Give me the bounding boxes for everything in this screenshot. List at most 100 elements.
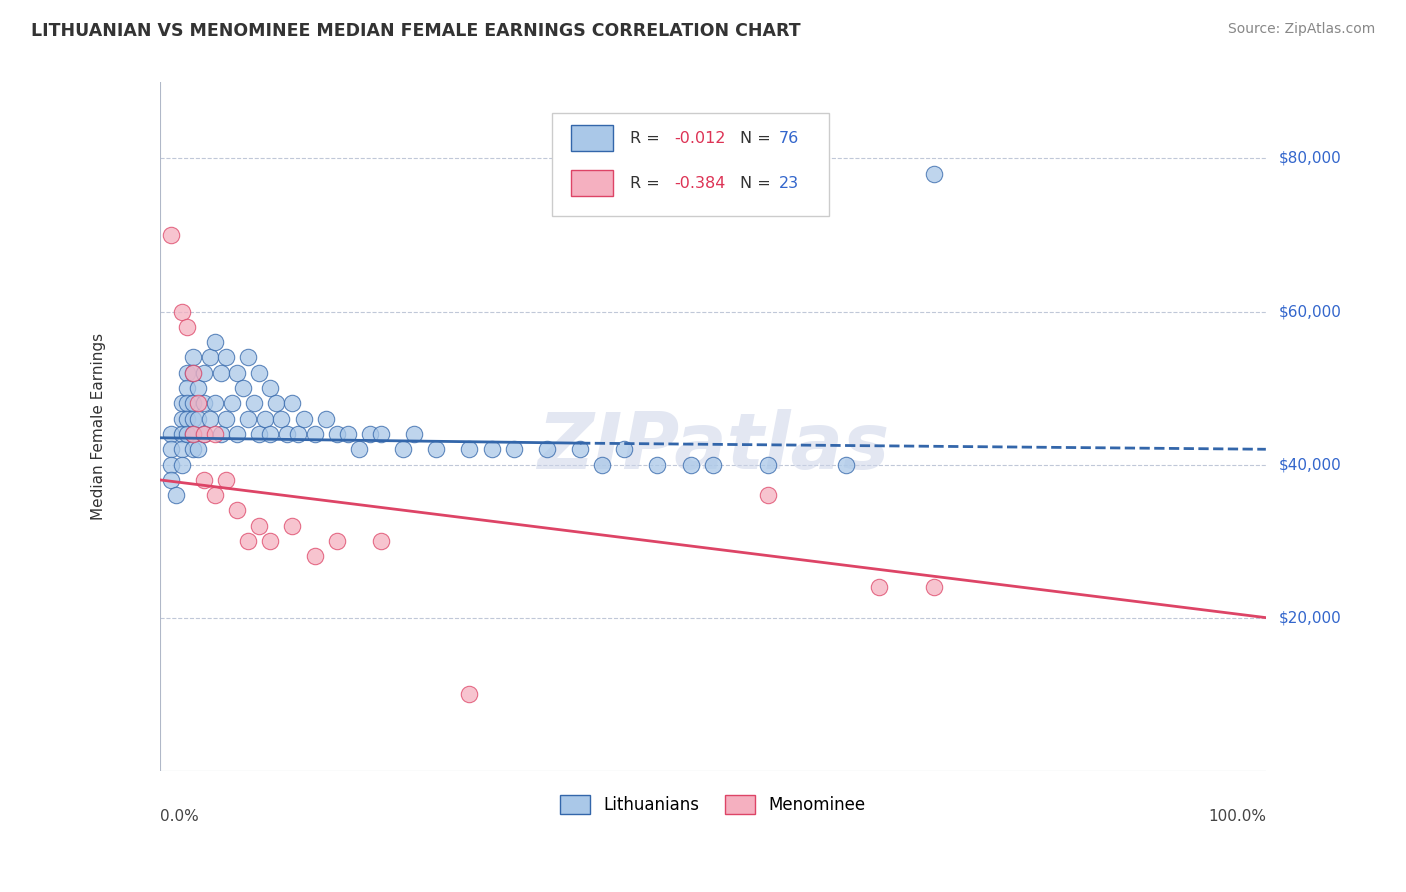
Point — [458, 687, 481, 701]
Point — [281, 396, 304, 410]
Text: $80,000: $80,000 — [1279, 151, 1341, 166]
Text: R =: R = — [630, 131, 665, 146]
Point — [170, 396, 193, 410]
Point — [270, 411, 292, 425]
Text: -0.384: -0.384 — [673, 176, 725, 191]
Point — [647, 458, 669, 472]
Point — [193, 473, 215, 487]
Text: LITHUANIAN VS MENOMINEE MEDIAN FEMALE EARNINGS CORRELATION CHART: LITHUANIAN VS MENOMINEE MEDIAN FEMALE EA… — [31, 22, 800, 40]
Point — [159, 442, 181, 457]
Point — [181, 396, 204, 410]
Point — [253, 411, 276, 425]
Point — [176, 411, 198, 425]
Point — [458, 442, 481, 457]
Point — [187, 442, 209, 457]
Point — [176, 366, 198, 380]
Point — [176, 381, 198, 395]
Point — [159, 473, 181, 487]
Point — [176, 396, 198, 410]
Point — [536, 442, 558, 457]
Point — [315, 411, 337, 425]
Point — [292, 411, 315, 425]
Text: 76: 76 — [779, 131, 800, 146]
Point — [181, 426, 204, 441]
Point — [193, 366, 215, 380]
Text: 100.0%: 100.0% — [1208, 808, 1265, 823]
Point — [204, 396, 226, 410]
Text: 0.0%: 0.0% — [160, 808, 198, 823]
Point — [176, 426, 198, 441]
Point — [679, 458, 702, 472]
Point — [287, 426, 309, 441]
Point — [215, 351, 238, 365]
Text: R =: R = — [630, 176, 665, 191]
Point — [181, 442, 204, 457]
Point — [834, 458, 856, 472]
Point — [159, 458, 181, 472]
Point — [264, 396, 287, 410]
Point — [336, 426, 359, 441]
Point — [226, 503, 249, 517]
Point — [170, 411, 193, 425]
Point — [181, 366, 204, 380]
Point — [370, 426, 392, 441]
Point — [181, 351, 204, 365]
Point — [238, 411, 260, 425]
Point — [159, 426, 181, 441]
Point — [502, 442, 524, 457]
Point — [242, 396, 264, 410]
Point — [756, 488, 779, 502]
Point — [259, 426, 281, 441]
Point — [170, 458, 193, 472]
Point — [247, 366, 270, 380]
Point — [176, 319, 198, 334]
Point — [238, 351, 260, 365]
Point — [922, 167, 945, 181]
Point — [204, 426, 226, 441]
Text: 23: 23 — [779, 176, 799, 191]
Point — [165, 488, 187, 502]
Point — [359, 426, 381, 441]
FancyBboxPatch shape — [553, 113, 830, 216]
Point — [170, 304, 193, 318]
Point — [181, 426, 204, 441]
Point — [325, 534, 347, 549]
Text: $40,000: $40,000 — [1279, 457, 1341, 472]
Point — [226, 426, 249, 441]
Point — [569, 442, 592, 457]
Point — [281, 518, 304, 533]
Point — [181, 411, 204, 425]
Point — [198, 351, 221, 365]
Point — [170, 442, 193, 457]
Point — [232, 381, 254, 395]
Point — [347, 442, 370, 457]
Point — [304, 426, 326, 441]
Point — [209, 426, 232, 441]
Point — [370, 534, 392, 549]
Point — [276, 426, 298, 441]
Point — [204, 488, 226, 502]
Point — [247, 426, 270, 441]
Point — [170, 426, 193, 441]
Point — [238, 534, 260, 549]
Text: $60,000: $60,000 — [1279, 304, 1341, 319]
FancyBboxPatch shape — [571, 125, 613, 152]
Point — [198, 411, 221, 425]
Text: -0.012: -0.012 — [673, 131, 725, 146]
Point — [304, 549, 326, 564]
Point — [591, 458, 613, 472]
Text: ZIPatlas: ZIPatlas — [537, 409, 889, 485]
Point — [392, 442, 415, 457]
Point — [204, 335, 226, 350]
Point — [193, 426, 215, 441]
Point — [425, 442, 447, 457]
Point — [209, 366, 232, 380]
Point — [193, 396, 215, 410]
Point — [215, 473, 238, 487]
Point — [702, 458, 724, 472]
Point — [247, 518, 270, 533]
Text: Source: ZipAtlas.com: Source: ZipAtlas.com — [1227, 22, 1375, 37]
Point — [325, 426, 347, 441]
Point — [187, 396, 209, 410]
Point — [481, 442, 503, 457]
